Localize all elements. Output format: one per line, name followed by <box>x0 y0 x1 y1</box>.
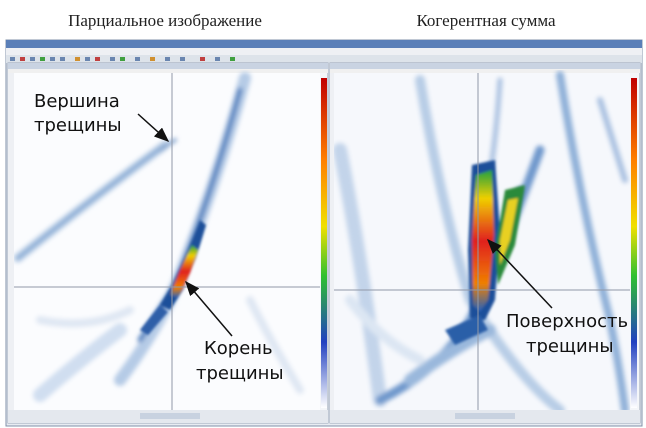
right-image-panel <box>330 63 640 423</box>
figure-canvas: Парциальное изображение Когерентная сумм… <box>0 0 646 428</box>
annotation-label: Поверхность <box>506 311 628 332</box>
annotation-label: трещины <box>526 336 614 357</box>
caption: Когерентная сумма <box>416 11 556 30</box>
annotation-label: Корень <box>204 338 273 359</box>
figure: Парциальное изображение Когерентная сумм… <box>0 0 646 428</box>
annotation-label: трещины <box>34 115 122 136</box>
annotation-label: трещины <box>196 363 284 384</box>
annotation-label: Вершина <box>34 91 120 112</box>
caption: Парциальное изображение <box>68 11 262 30</box>
